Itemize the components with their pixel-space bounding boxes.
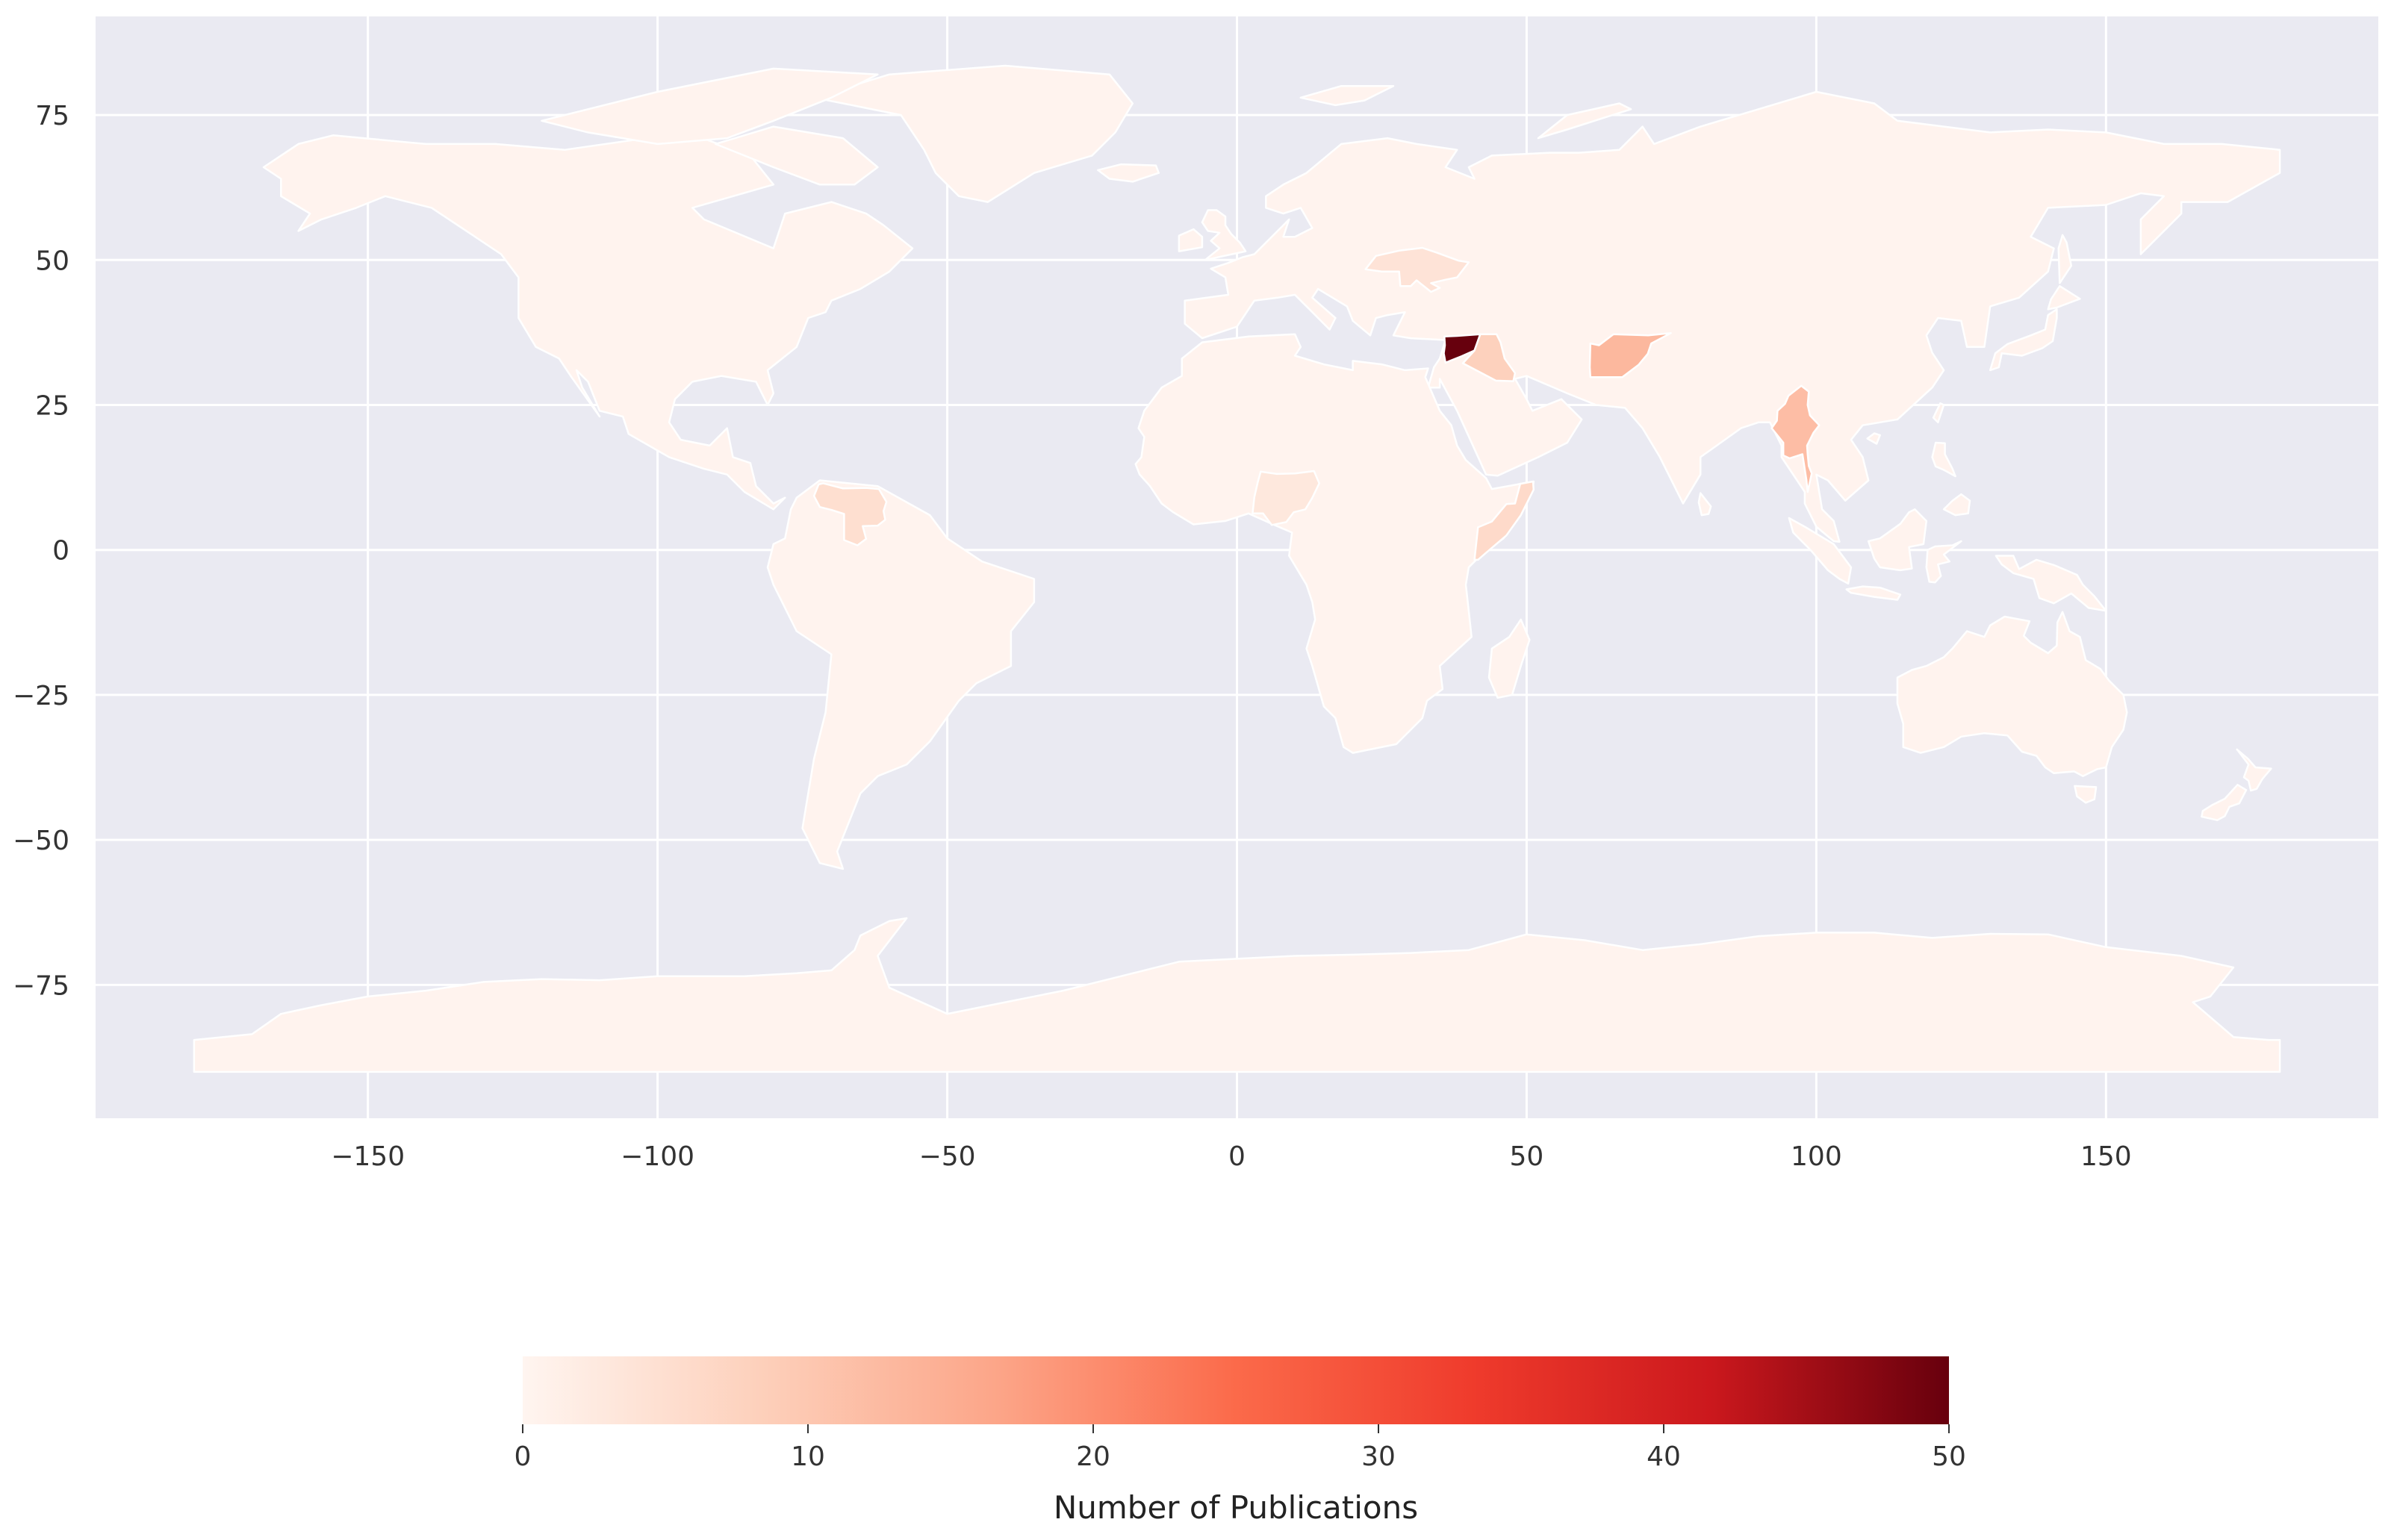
x-tick-label: 0: [1228, 1141, 1246, 1172]
landmasses: [193, 64, 2281, 1073]
region-afghanistan: [1588, 331, 1672, 378]
region-iraq: [1461, 333, 1517, 382]
region-venezuela: [812, 482, 888, 546]
landmass-ireland: [1178, 228, 1204, 252]
landmass-baffin-island: [714, 125, 879, 186]
y-tick-label: −75: [13, 970, 69, 1001]
landmass-nz-north: [2236, 748, 2272, 792]
landmass-arctic-archipelago: [541, 67, 879, 146]
landmass-sumatra: [1788, 517, 1853, 585]
landmass-australia: [1896, 611, 2128, 777]
landmass-japan: [1989, 308, 2058, 372]
landmass-africa: [1134, 333, 1535, 754]
colorbar: [523, 1356, 1949, 1424]
landmass-nz-south: [2201, 784, 2248, 821]
landmass-greenland: [812, 64, 1134, 203]
landmass-java: [1845, 585, 1902, 601]
landmass-philippines-luzon: [1931, 441, 1956, 478]
colorbar-tick-label: 30: [1361, 1441, 1396, 1472]
landmass-tasmania: [2074, 785, 2098, 804]
x-tick-label: 150: [2080, 1141, 2132, 1172]
landmass-iceland: [1097, 163, 1160, 183]
colorbar-tick-label: 50: [1932, 1441, 1966, 1472]
y-tick-label: 75: [35, 101, 69, 131]
landmass-sulawesi: [1925, 540, 1962, 584]
landmass-arabian-peninsula-island-sri-lanka: [1697, 492, 1712, 517]
y-axis-ticks: 75 50 25 0 −25 −50 −75: [13, 101, 69, 1001]
x-tick-label: 100: [1791, 1141, 1842, 1172]
colorbar-tick-label: 40: [1647, 1441, 1681, 1472]
landmass-novaya-zemlya: [1537, 102, 1632, 140]
landmass-new-guinea: [1995, 555, 2107, 612]
colorbar-tick-label: 10: [791, 1441, 825, 1472]
region-somalia: [1473, 480, 1535, 561]
landmass-philippines-mindanao: [1942, 493, 1971, 517]
region-myanmar: [1770, 384, 1821, 493]
y-tick-label: 25: [35, 390, 69, 421]
landmass-svalbard: [1299, 84, 1395, 107]
landmass-madagascar: [1487, 618, 1531, 699]
region-syria: [1443, 333, 1482, 364]
y-tick-label: 0: [52, 536, 69, 567]
colorbar-tick-label: 0: [514, 1441, 532, 1472]
colorbar-tick-label: 20: [1076, 1441, 1110, 1472]
landmass-great-britain: [1201, 209, 1247, 261]
region-nigeria: [1252, 470, 1320, 526]
region-ukraine: [1364, 246, 1470, 293]
y-tick-label: −50: [13, 826, 69, 856]
landmass-hainan: [1866, 432, 1881, 445]
colorbar-ticks: 0 10 20 30 40 50: [514, 1424, 1966, 1472]
landmass-taiwan: [1932, 402, 1945, 424]
landmass-borneo: [1867, 508, 1928, 572]
colorbar-label: Number of Publications: [1054, 1489, 1418, 1526]
y-tick-label: −25: [13, 681, 69, 711]
landmass-sakhalin: [2057, 234, 2073, 284]
landmass-eurasia: [1184, 90, 2281, 543]
landmass-hokkaido: [2047, 284, 2081, 311]
x-tick-label: −50: [919, 1141, 976, 1172]
y-tick-label: 50: [35, 246, 69, 276]
landmass-south-america: [766, 479, 1036, 870]
landmass-antarctica: [193, 917, 2281, 1073]
x-axis-ticks: −150 −100 −50 0 50 100 150: [331, 1141, 2131, 1172]
x-tick-label: −150: [331, 1141, 405, 1172]
x-tick-label: 50: [1510, 1141, 1544, 1172]
x-tick-label: −100: [621, 1141, 694, 1172]
landmass-north-america: [262, 131, 914, 511]
choropleth-regions: [812, 246, 1821, 561]
